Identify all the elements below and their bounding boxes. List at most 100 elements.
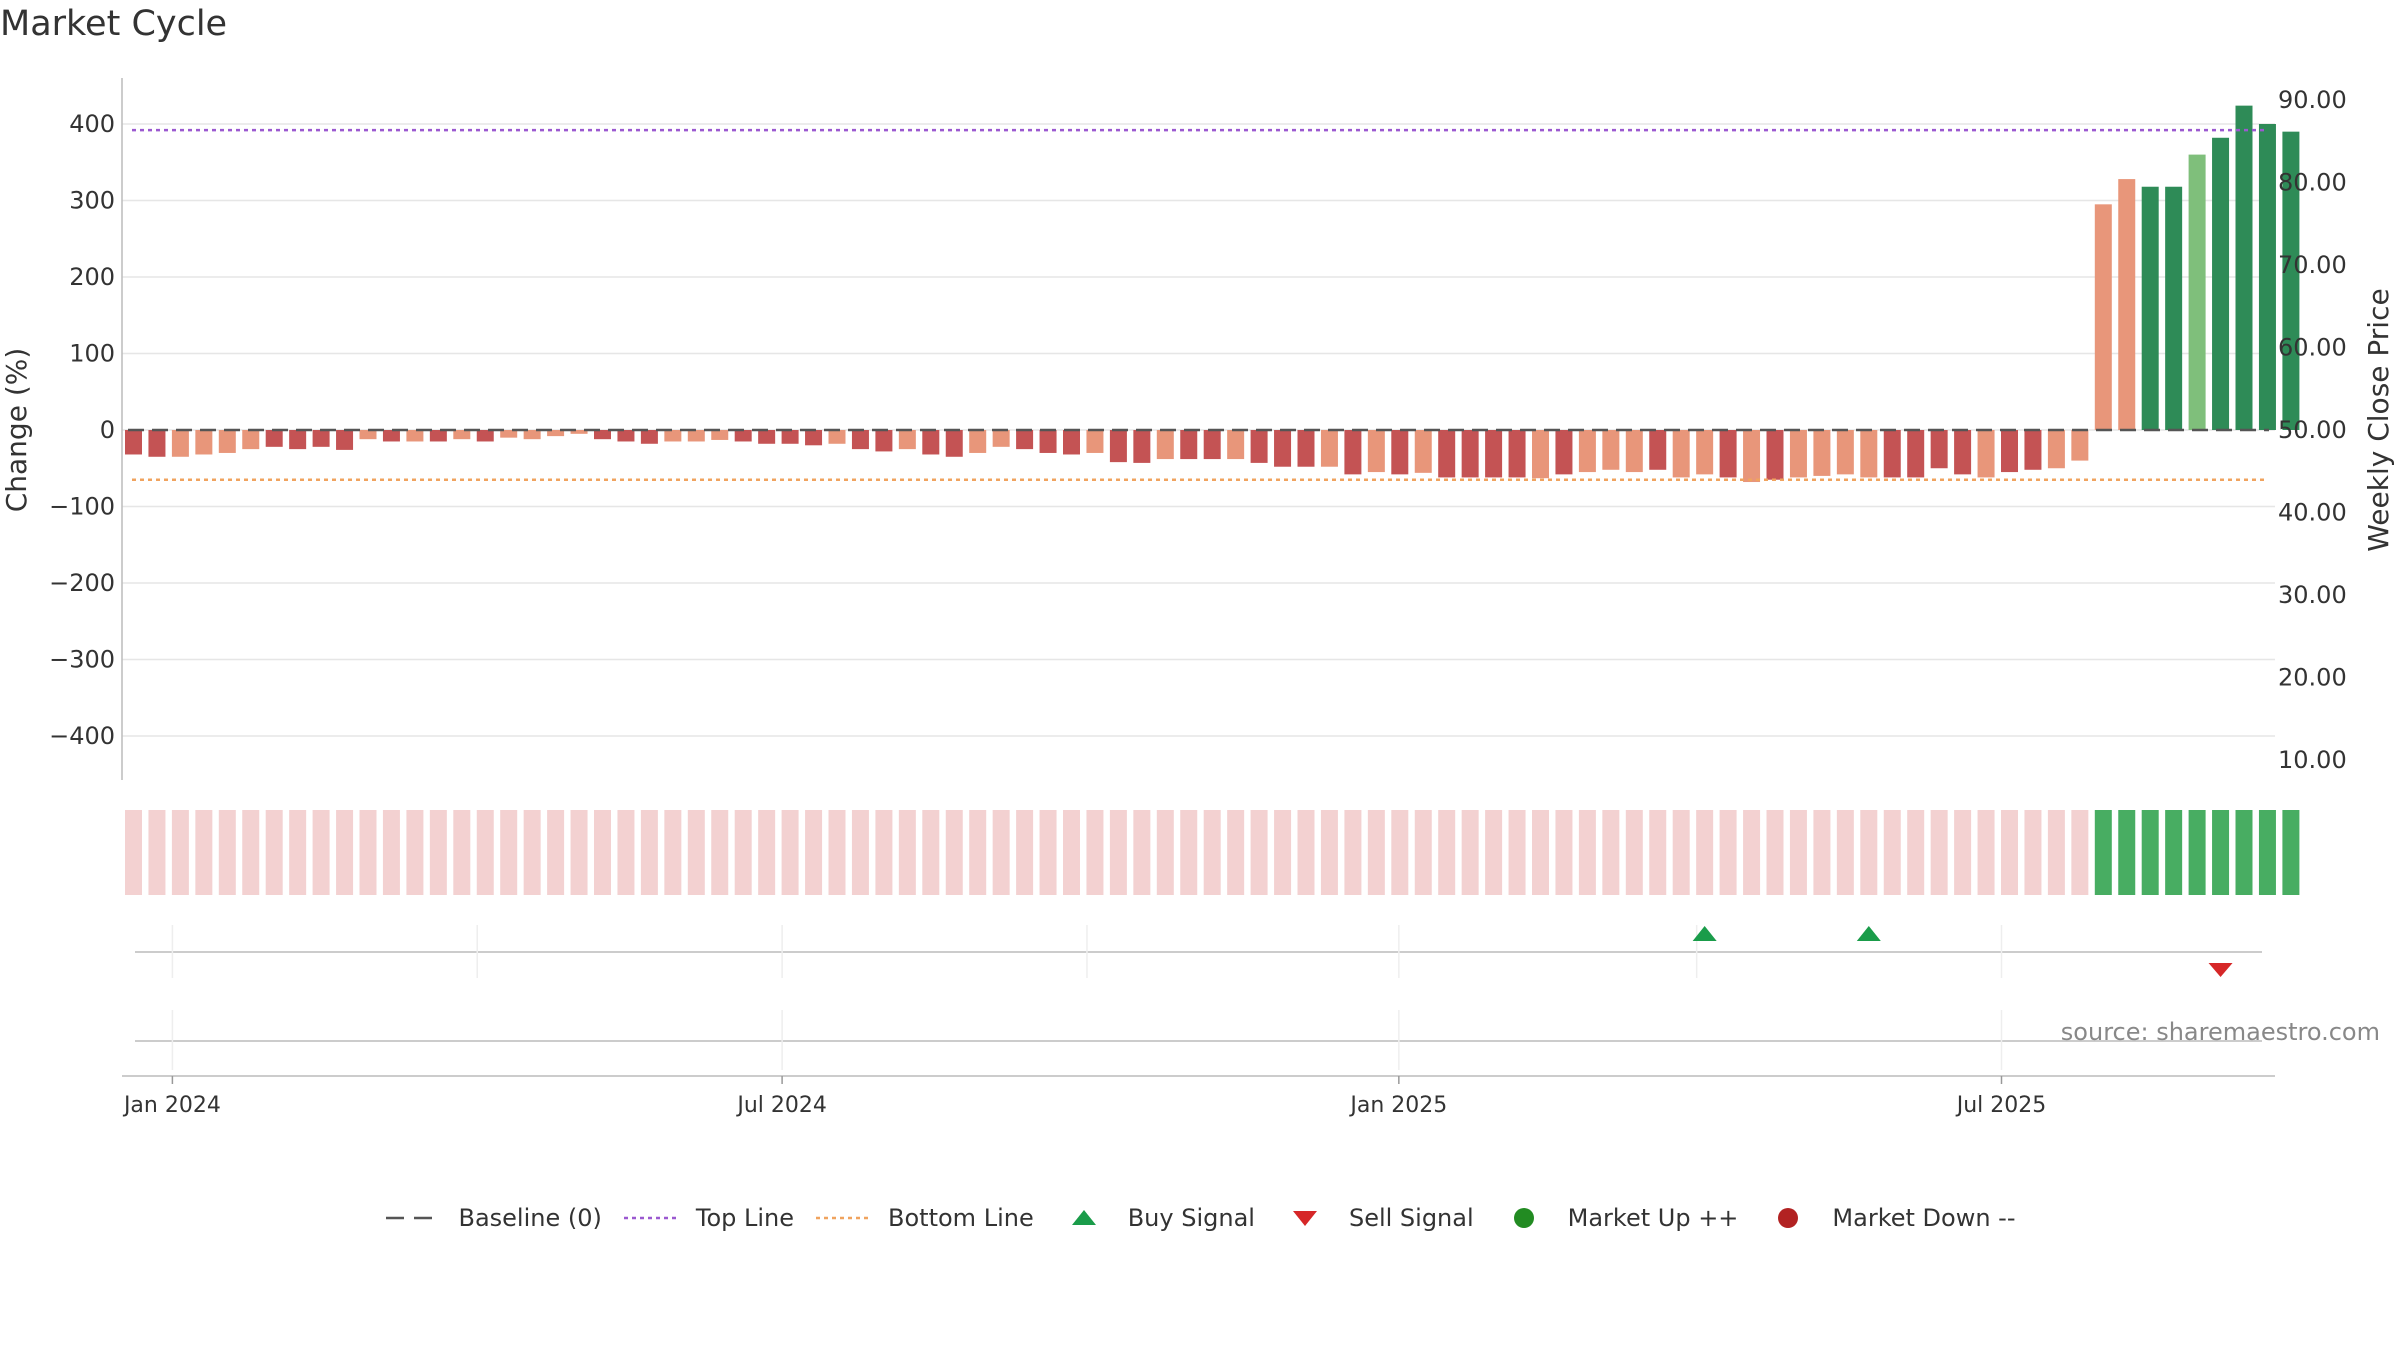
buy-signal-marker [1856,926,1881,941]
y-tick-label: 200 [69,263,115,291]
bar [523,430,541,440]
strip-cell [1039,810,1057,895]
strip-cell [218,810,236,895]
bar [265,430,283,447]
bar [1320,430,1338,467]
strip-cell [640,810,658,895]
bar [2282,131,2300,430]
strip-cell [1602,810,1620,895]
bar [1109,430,1127,463]
strip-cell [898,810,916,895]
y2-tick-label: 70.00 [2278,251,2347,279]
strip-cell [312,810,330,895]
strip-cell [336,810,354,895]
bar [2212,137,2230,430]
bar [2071,430,2089,461]
legend-swatch-down [1778,1208,1799,1228]
bar [1602,430,1620,470]
strip-cell [265,810,283,895]
strip-cell [992,810,1010,895]
strip-cell [125,810,142,895]
source-label: source: sharemaestro.com [2061,1018,2380,1046]
bar [453,430,471,440]
bar [2258,124,2276,430]
bottom-panel: Jan 2024 Jul 2024 Jan 2025 Jul 2025 [122,1010,2275,1118]
strip-cell [1461,810,1479,895]
strip-cell [1672,810,1690,895]
strip-cell [2282,810,2300,895]
bar [1649,430,1667,470]
bar [2118,179,2136,430]
bar [1813,430,1831,476]
bar [594,430,611,440]
x-tick-label: Jan 2025 [1348,1093,1447,1118]
legend-item-bottom: Bottom Line [814,1204,1034,1232]
bar [1063,430,1080,455]
strip-cell [1555,810,1573,895]
bar [1367,430,1385,473]
legend-label: Buy Signal [1127,1204,1255,1232]
strip-cell [828,810,846,895]
strip-cell [1954,810,1972,895]
strip-cell [1625,810,1643,895]
bar [1203,430,1221,460]
strip-cell [711,810,729,895]
bar [1086,430,1104,453]
bar [1227,430,1245,460]
y2-tick-label: 60.00 [2278,334,2347,362]
bar [570,430,588,434]
strip-cell [1813,810,1831,895]
strip-cell [1532,810,1549,895]
strip-cell [1578,810,1596,895]
legend-swatch-baseline [386,1216,443,1220]
legend-label: Baseline (0) [458,1204,602,1232]
legend-item-down: Market Down -- [1758,1204,2016,1232]
y2-tick-label: 50.00 [2278,416,2347,444]
strip-cell [1250,810,1268,895]
x-tick-label: Jul 2024 [735,1093,827,1118]
strip-cell [382,810,400,895]
strip-cell [758,810,776,895]
bar-series [125,105,2300,483]
bar [242,430,260,450]
bar [1438,430,1456,478]
bar [2235,105,2253,430]
x-tick-label: Jan 2024 [122,1093,221,1118]
bar [547,430,565,437]
bar [500,430,518,438]
bar [1485,430,1503,478]
legend-label: Market Up ++ [1567,1204,1739,1232]
strip-cell [570,810,588,895]
legend-label: Top Line [695,1204,795,1232]
strip-cell [1063,810,1080,895]
bar [945,430,963,457]
legend-item-baseline: Baseline (0) [384,1204,602,1232]
y-tick-label: −200 [49,569,115,597]
strip-cell [1907,810,1925,895]
strip-cell [945,810,963,895]
strip-cell [2094,810,2112,895]
bar [640,430,658,444]
bar [734,430,752,442]
legend-item-top: Top Line [622,1204,794,1232]
bar [1930,430,1948,469]
strip-cell [1508,810,1526,895]
strip-cell [148,810,166,895]
strip-cell [289,810,307,895]
bar [2094,204,2112,430]
bar [828,430,846,444]
strip-cell [1766,810,1784,895]
strip-cell [875,810,893,895]
bar [2141,186,2159,430]
market-state-strip [125,810,2300,895]
strip-cell [687,810,705,895]
bar [218,430,236,453]
strip-cell [1109,810,1127,895]
y-tick-label: −300 [49,646,115,674]
chart-title: Market Cycle [0,4,228,44]
bar [1016,430,1034,450]
strip-cell [1789,810,1807,895]
strip-cell [453,810,471,895]
strip-cell [2235,810,2253,895]
bar [1907,430,1925,478]
